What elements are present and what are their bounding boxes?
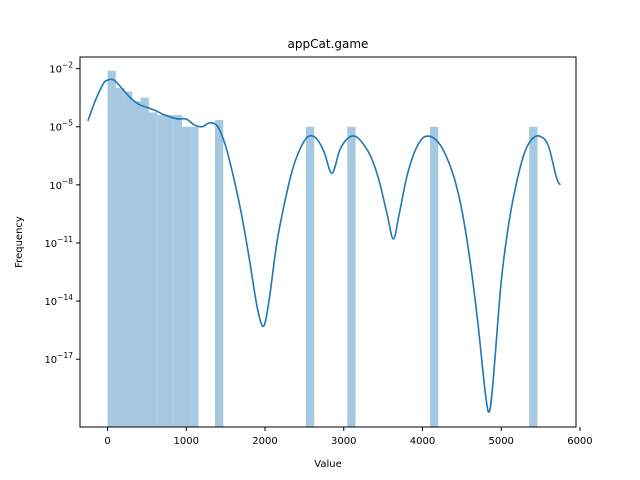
histogram-bar: [165, 115, 174, 427]
y-tick-label: 10−2: [49, 61, 73, 76]
histogram-bar: [429, 126, 439, 428]
y-axis-label: Frequency: [14, 216, 25, 268]
histogram-bar: [140, 97, 149, 427]
histogram-bar: [347, 126, 356, 428]
histogram-bar: [190, 126, 199, 428]
histogram-bars: [107, 70, 538, 428]
kde-line: [87, 78, 561, 413]
x-axis-label: Value: [314, 459, 341, 470]
histogram-bar: [132, 101, 141, 428]
x-tick-label: 2000: [252, 436, 277, 447]
plot-frame: [79, 56, 577, 428]
chart-title: appCat.game: [288, 37, 369, 51]
x-tick-label: 1000: [174, 436, 199, 447]
x-tick-label: 3000: [331, 436, 356, 447]
y-tick-label: 10−17: [44, 351, 73, 366]
histogram-bar: [124, 91, 133, 428]
histogram-bar: [181, 126, 191, 428]
histogram-bar: [148, 112, 158, 428]
x-axis: 0 1000 2000 3000 4000 5000 6000: [104, 427, 593, 447]
histogram-bar: [157, 115, 166, 427]
histogram-bar: [215, 120, 224, 427]
y-tick-label: 10−11: [44, 235, 73, 250]
x-tick-label: 6000: [567, 436, 592, 447]
x-tick-label: 4000: [410, 436, 435, 447]
histogram-bar: [115, 87, 125, 428]
histogram-bar: [173, 115, 182, 427]
y-tick-label: 10−5: [49, 119, 73, 134]
y-tick-label: 10−14: [44, 293, 73, 308]
y-axis: 10−2 10−5 10−8 10−11 10−14 10−17: [44, 61, 80, 366]
histogram-bar: [305, 126, 315, 428]
kde-curve-group: [87, 78, 561, 413]
x-tick-label: 5000: [488, 436, 513, 447]
histogram-bar: [107, 70, 116, 428]
x-tick-label: 0: [104, 436, 110, 447]
y-tick-label: 10−8: [49, 177, 73, 192]
histogram-bar: [529, 126, 538, 428]
